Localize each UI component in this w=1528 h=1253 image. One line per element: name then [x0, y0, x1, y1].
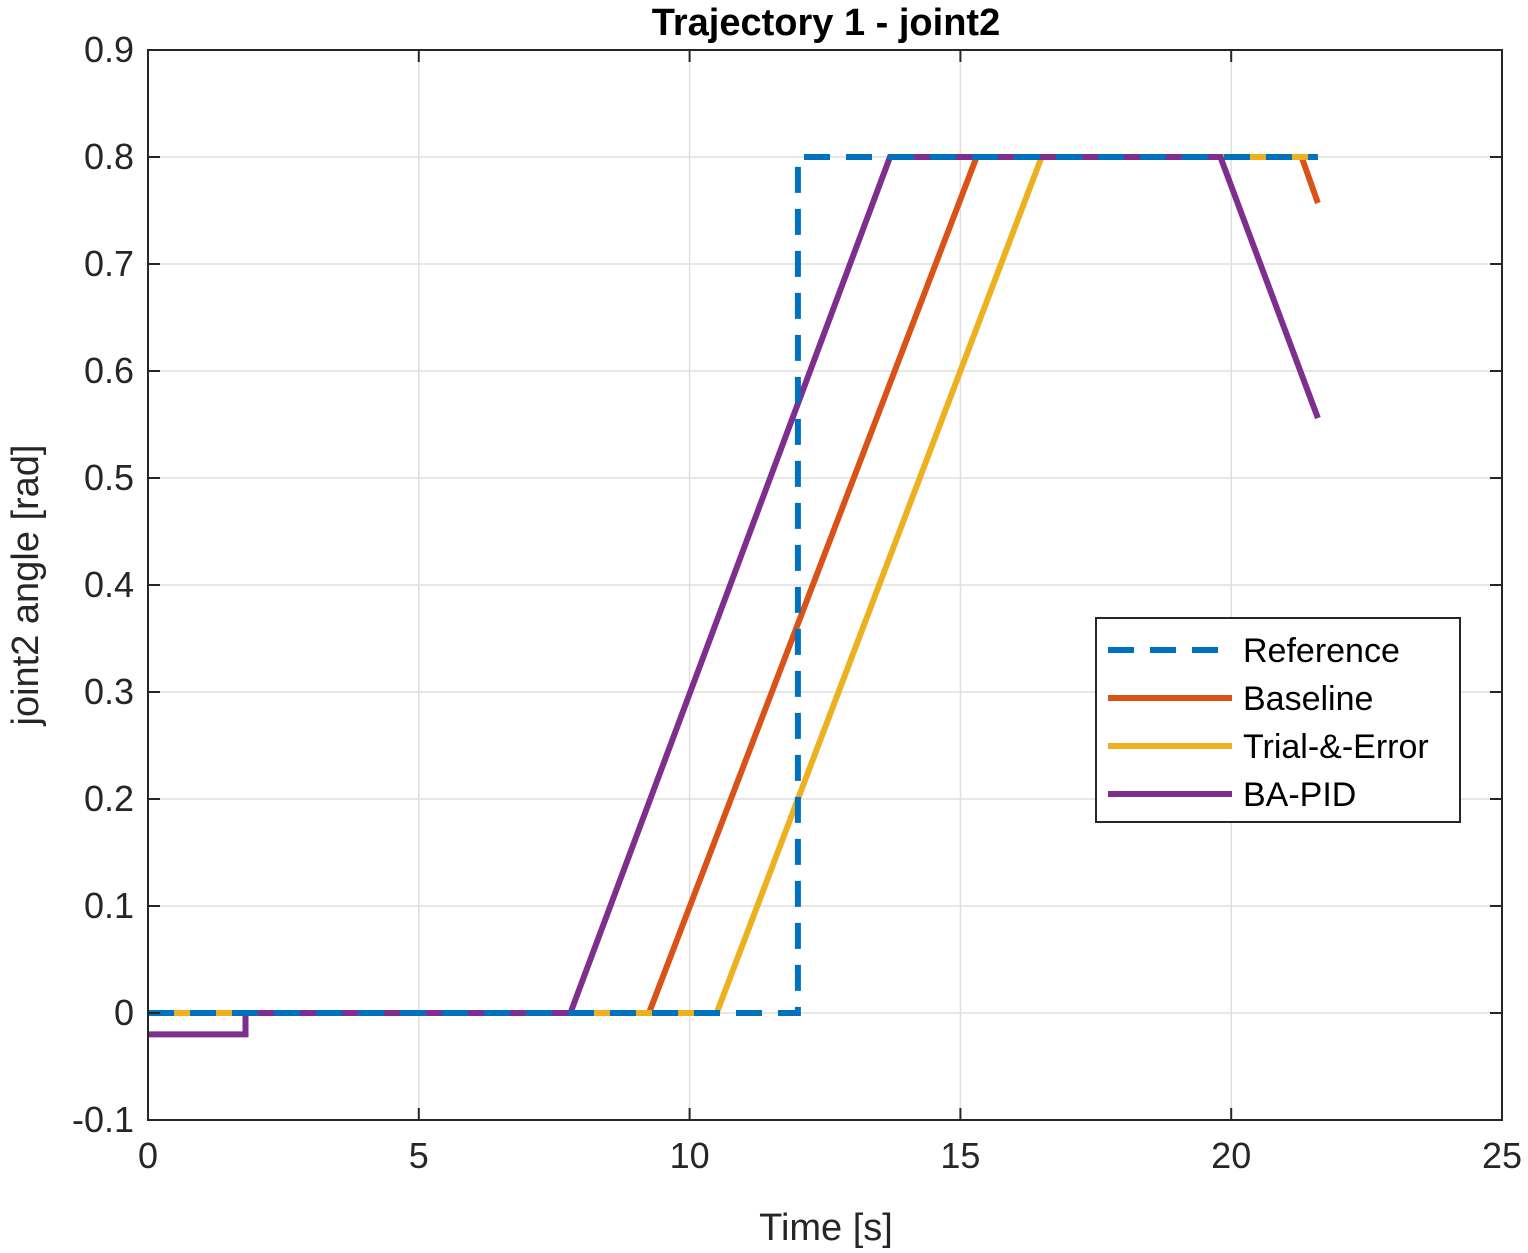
- y-tick-label: 0.5: [84, 457, 134, 498]
- axes: [147, 49, 1503, 1121]
- x-tick-label: 15: [940, 1135, 980, 1176]
- x-tick-label: 5: [409, 1135, 429, 1176]
- y-tick-label: 0.4: [84, 564, 134, 605]
- tick-labels: 0 5 10 15 20 25-0.100.10.20.30.40.50.60.70.80…: [72, 29, 1522, 1176]
- y-tick-label: 0.6: [84, 350, 134, 391]
- x-tick-label: 20: [1211, 1135, 1251, 1176]
- y-tick-label: 0.3: [84, 671, 134, 712]
- series-group: [148, 154, 1321, 1038]
- x-tick-label: 25: [1482, 1135, 1522, 1176]
- x-tick-label: 10: [670, 1135, 710, 1176]
- y-tick-label: 0.1: [84, 885, 134, 926]
- legend-label: BA-PID: [1243, 776, 1356, 814]
- legend-label: Reference: [1243, 632, 1400, 670]
- y-tick-label: 0.8: [84, 136, 134, 177]
- y-tick-label: 0.7: [84, 243, 134, 284]
- legend-label: Baseline: [1243, 680, 1373, 718]
- x-axis-label: Time [s]: [759, 1207, 893, 1249]
- plot-area-border: [147, 49, 1503, 1121]
- y-axis-label: joint2 angle [rad]: [5, 445, 47, 727]
- y-tick-label: 0.2: [84, 778, 134, 819]
- x-tick-label: 0: [138, 1135, 158, 1176]
- y-tick-label: -0.1: [72, 1099, 134, 1140]
- y-tick-label: 0: [114, 992, 134, 1033]
- legend-label: Trial-&-Error: [1243, 728, 1429, 766]
- chart-title: Trajectory 1 - joint2: [652, 2, 1000, 44]
- legend: Reference Baseline Trial-&-Error BA-PID: [1095, 617, 1461, 823]
- y-tick-label: 0.9: [84, 29, 134, 70]
- series-line-reference: [148, 154, 1318, 1016]
